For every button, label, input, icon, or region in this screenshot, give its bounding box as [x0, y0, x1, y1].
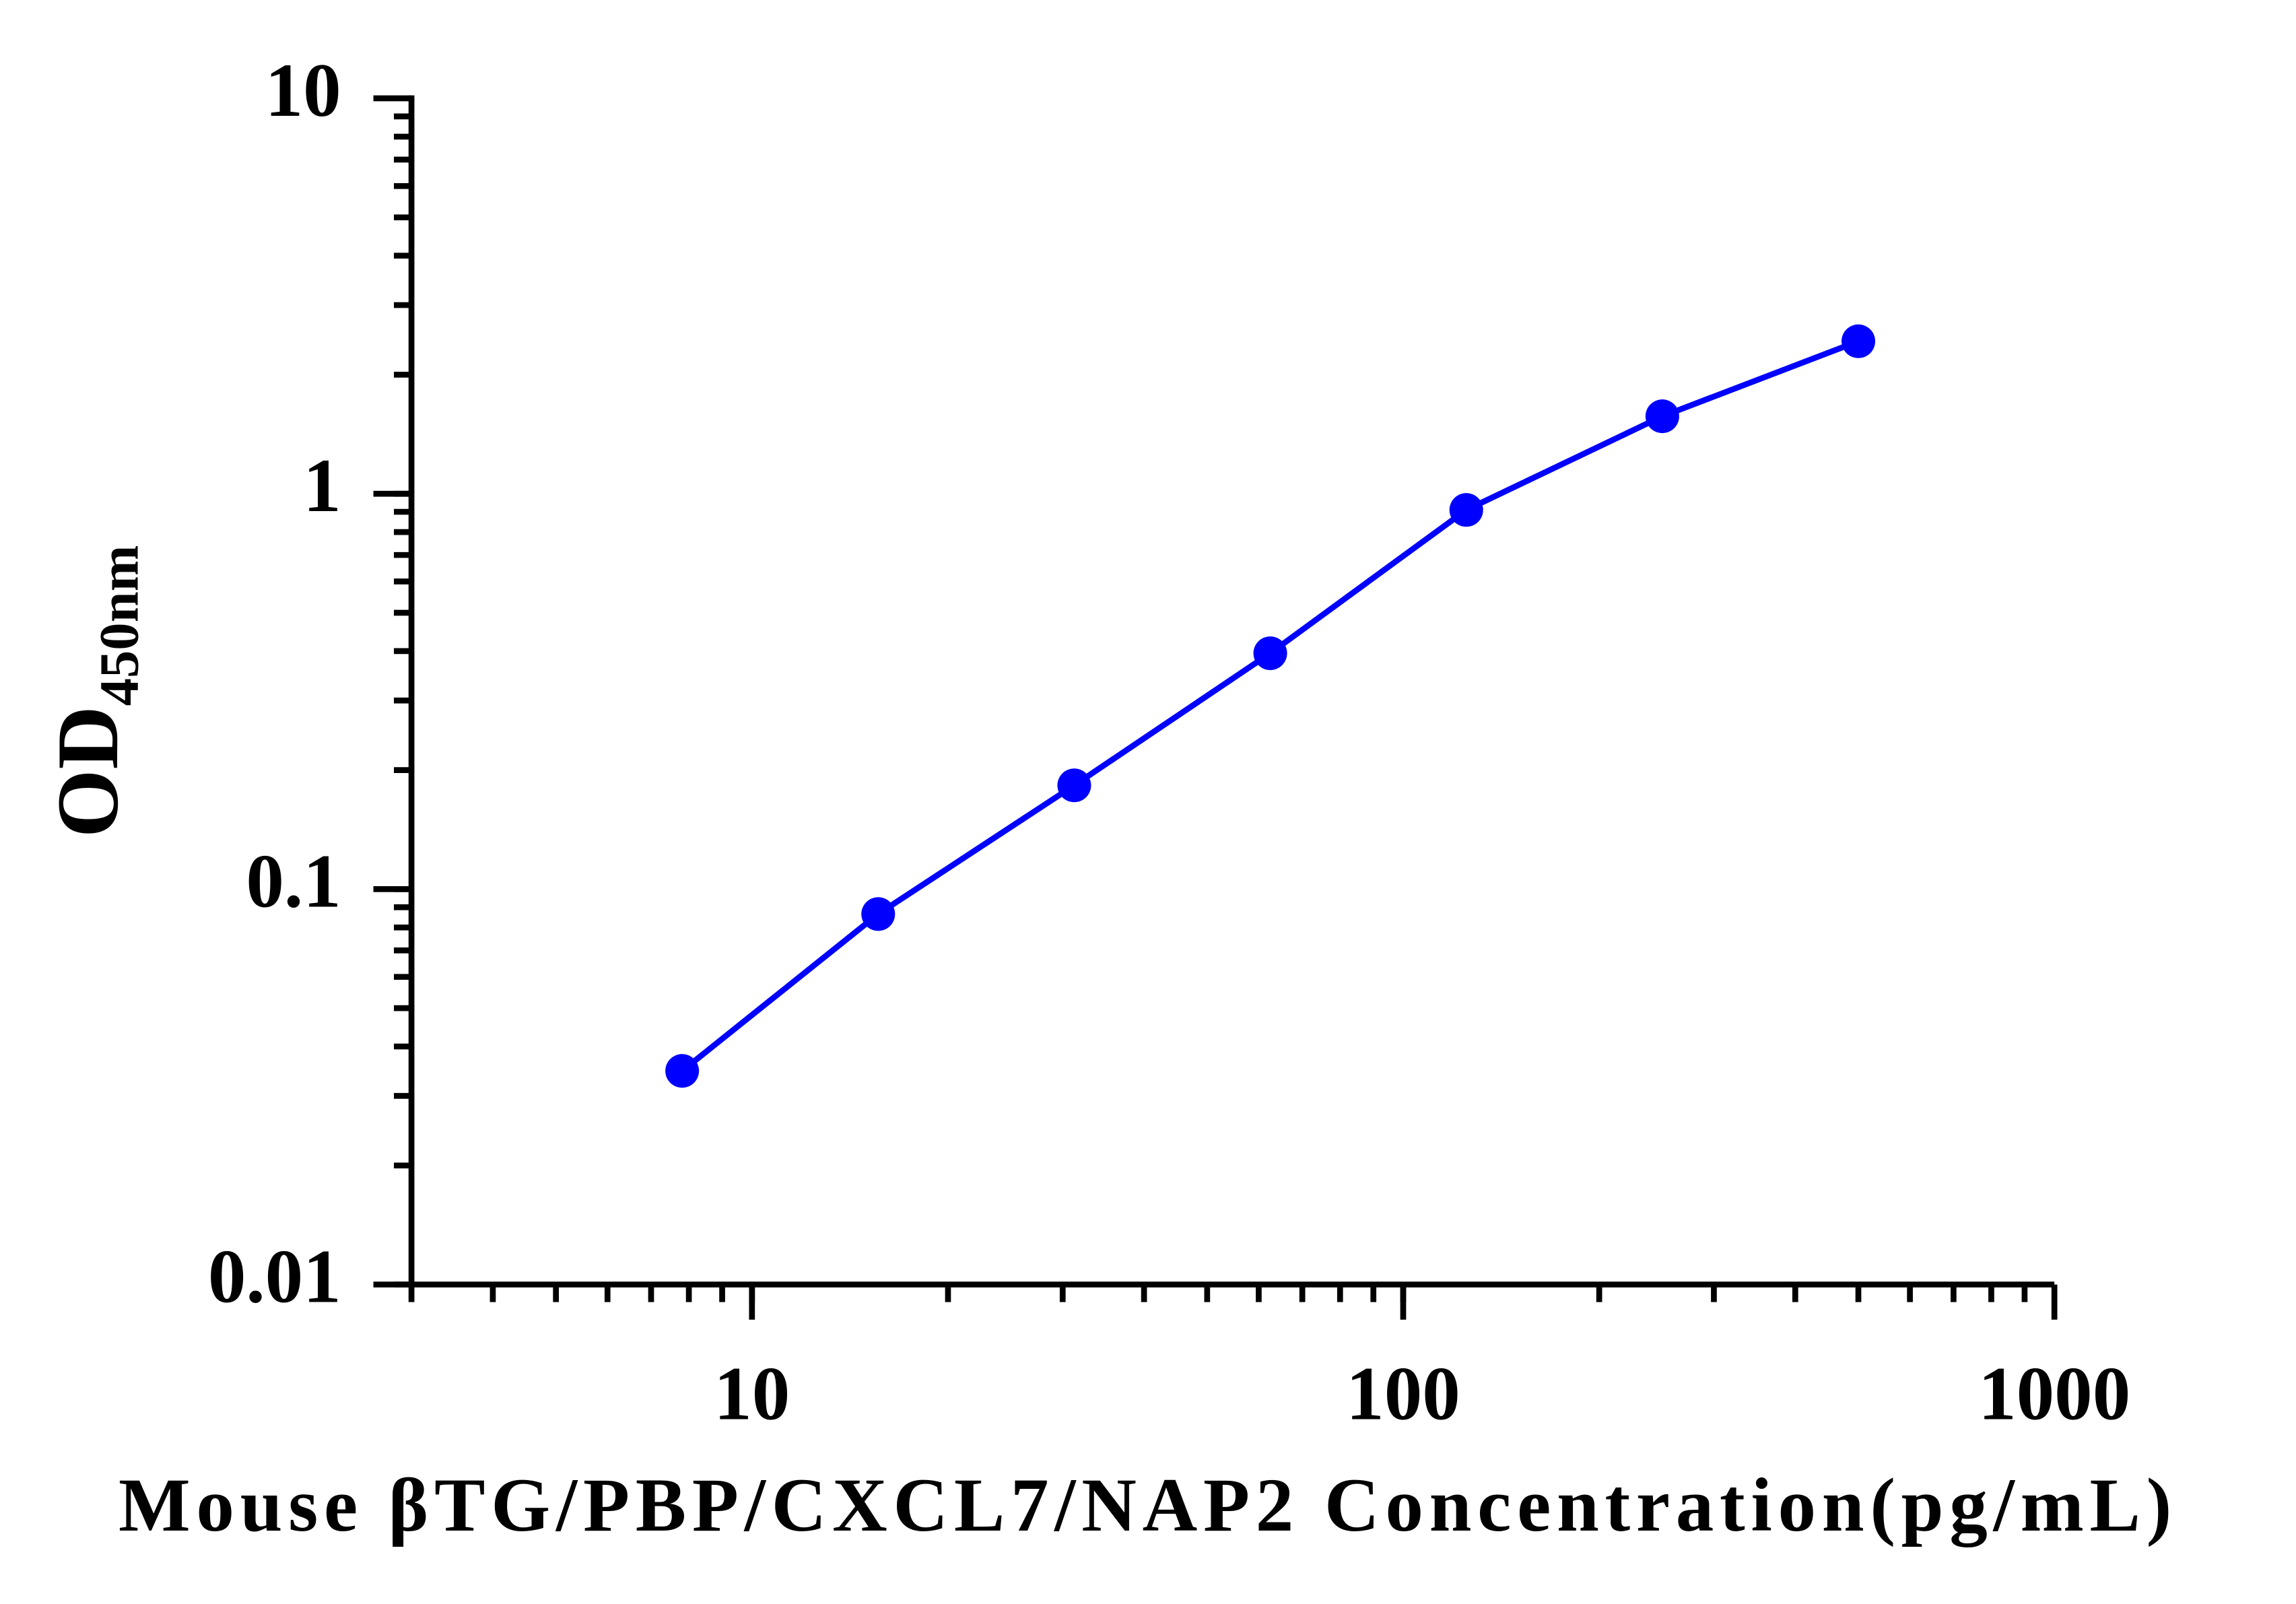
y-label-sub: 450nm	[88, 545, 149, 706]
y-tick-label: 0.1	[246, 839, 341, 923]
data-point	[1449, 493, 1483, 527]
data-point	[1253, 636, 1287, 671]
y-label-main: OD	[40, 706, 137, 838]
data-point	[665, 1054, 700, 1088]
data-point	[1645, 399, 1679, 434]
x-axis-label: Mouse βTG/PBP/CXCL7/NAP2 Concentration(p…	[119, 1463, 2177, 1547]
x-tick-label: 1000	[1978, 1352, 2130, 1436]
y-tick-label: 10	[265, 48, 341, 133]
data-point	[861, 897, 896, 931]
data-point	[1057, 768, 1091, 803]
data-point	[1842, 324, 1876, 358]
x-tick-label: 100	[1346, 1352, 1460, 1436]
data-line	[680, 338, 1860, 1073]
x-tick-label: 10	[714, 1352, 790, 1436]
y-tick-label: 0.01	[208, 1235, 341, 1319]
y-axis-label: OD450nm	[40, 545, 149, 838]
y-tick-label: 1	[303, 444, 341, 528]
